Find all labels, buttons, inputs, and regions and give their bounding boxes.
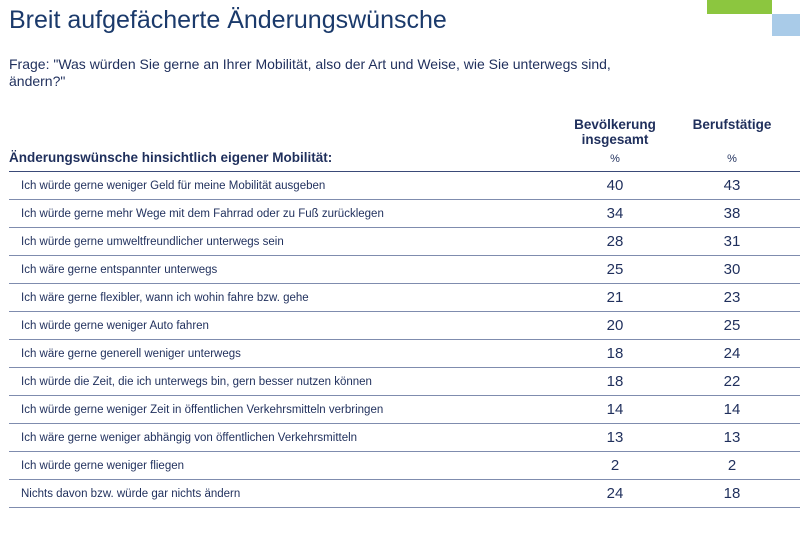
table-row: Ich würde gerne weniger Zeit in öffentli…	[9, 396, 800, 424]
column-header-employed: Berufstätige	[682, 117, 782, 132]
table-row: Ich wäre gerne flexibler, wann ich wohin…	[9, 284, 800, 312]
column-header-population-label: Bevölkerung insgesamt	[574, 117, 656, 147]
table-row: Ich wäre gerne generell weniger unterweg…	[9, 340, 800, 368]
row-label: Ich wäre gerne flexibler, wann ich wohin…	[21, 292, 309, 304]
table-row: Ich würde gerne umweltfreundlicher unter…	[9, 228, 800, 256]
results-table: Ich würde gerne weniger Geld für meine M…	[9, 172, 800, 508]
row-value-employed: 14	[723, 401, 741, 418]
table-row: Ich würde die Zeit, die ich unterwegs bi…	[9, 368, 800, 396]
row-label: Ich würde gerne weniger fliegen	[21, 460, 185, 472]
row-value-population: 24	[606, 485, 624, 502]
row-value-employed: 24	[723, 345, 741, 362]
row-label: Ich würde gerne weniger Geld für meine M…	[21, 180, 326, 192]
row-label: Ich würde gerne umweltfreundlicher unter…	[21, 236, 284, 248]
row-label: Ich würde gerne weniger Auto fahren	[21, 320, 209, 332]
row-value-population: 40	[606, 177, 624, 194]
section-label: Änderungswünsche hinsichtlich eigener Mo…	[9, 150, 333, 165]
row-value-population: 2	[610, 457, 620, 474]
row-value-employed: 38	[723, 205, 741, 222]
row-value-population: 13	[606, 429, 624, 446]
row-value-population: 28	[606, 233, 624, 250]
row-value-employed: 25	[723, 317, 741, 334]
column-unit-employed: %	[727, 153, 737, 165]
row-value-employed: 13	[723, 429, 741, 446]
row-label: Nichts davon bzw. würde gar nichts änder…	[21, 488, 241, 500]
row-value-employed: 31	[723, 233, 741, 250]
row-value-employed: 30	[723, 261, 741, 278]
survey-question: Frage: "Was würden Sie gerne an Ihrer Mo…	[9, 56, 611, 89]
table-row: Ich wäre gerne entspannter unterwegs 25 30	[9, 256, 800, 284]
row-value-population: 20	[606, 317, 624, 334]
accent-bar-green	[707, 0, 772, 14]
row-value-population: 21	[606, 289, 624, 306]
table-row: Ich würde gerne mehr Wege mit dem Fahrra…	[9, 200, 800, 228]
row-label: Ich würde die Zeit, die ich unterwegs bi…	[21, 376, 372, 388]
table-top-rule	[9, 171, 800, 172]
column-header-employed-label: Berufstätige	[692, 117, 772, 132]
row-value-population: 14	[606, 401, 624, 418]
column-header-population: Bevölkerung insgesamt	[565, 117, 665, 147]
row-value-employed: 43	[723, 177, 741, 194]
row-value-population: 34	[606, 205, 624, 222]
accent-bar-blue	[772, 14, 800, 36]
row-value-employed: 23	[723, 289, 741, 306]
row-label: Ich würde gerne weniger Zeit in öffentli…	[21, 404, 384, 416]
table-row: Ich würde gerne weniger Geld für meine M…	[9, 172, 800, 200]
table-row: Ich wäre gerne weniger abhängig von öffe…	[9, 424, 800, 452]
table-row: Ich würde gerne weniger fliegen 2 2	[9, 452, 800, 480]
table-row: Nichts davon bzw. würde gar nichts änder…	[9, 480, 800, 508]
row-value-employed: 22	[723, 373, 741, 390]
page-title: Breit aufgefächerte Änderungswünsche	[9, 6, 447, 34]
row-value-employed: 2	[727, 457, 737, 474]
row-label: Ich wäre gerne generell weniger unterweg…	[21, 348, 241, 360]
row-label: Ich würde gerne mehr Wege mit dem Fahrra…	[21, 208, 384, 220]
column-unit-population: %	[610, 153, 620, 165]
row-value-population: 25	[606, 261, 624, 278]
row-label: Ich wäre gerne entspannter unterwegs	[21, 264, 218, 276]
row-value-population: 18	[606, 345, 624, 362]
row-value-employed: 18	[723, 485, 741, 502]
row-label: Ich wäre gerne weniger abhängig von öffe…	[21, 432, 358, 444]
table-row: Ich würde gerne weniger Auto fahren 20 25	[9, 312, 800, 340]
row-value-population: 18	[606, 373, 624, 390]
